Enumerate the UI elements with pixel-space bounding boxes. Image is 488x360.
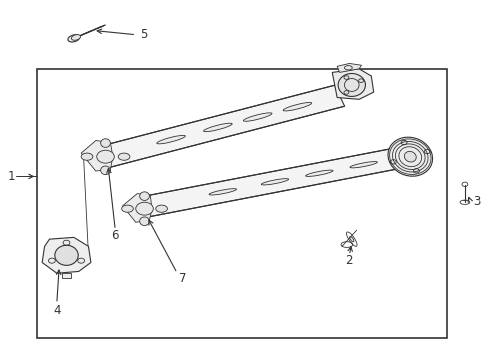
Ellipse shape (387, 137, 432, 176)
Ellipse shape (243, 113, 271, 121)
Polygon shape (122, 194, 152, 222)
Ellipse shape (101, 166, 110, 175)
Ellipse shape (122, 205, 133, 212)
Ellipse shape (261, 179, 288, 185)
Polygon shape (336, 63, 361, 72)
Polygon shape (100, 85, 344, 167)
Ellipse shape (71, 35, 81, 40)
Bar (37, 69, 446, 338)
Polygon shape (61, 273, 71, 278)
Ellipse shape (209, 189, 236, 195)
Ellipse shape (118, 153, 130, 160)
Ellipse shape (349, 162, 377, 168)
Text: 5: 5 (140, 28, 147, 41)
Polygon shape (331, 69, 373, 99)
Ellipse shape (156, 205, 167, 212)
Ellipse shape (55, 245, 78, 265)
Ellipse shape (140, 192, 149, 201)
Ellipse shape (283, 103, 311, 111)
Text: 2: 2 (345, 254, 352, 267)
Text: 4: 4 (53, 305, 61, 318)
Ellipse shape (157, 135, 185, 144)
Ellipse shape (140, 217, 149, 226)
Text: 3: 3 (472, 195, 479, 208)
Ellipse shape (203, 123, 232, 132)
Ellipse shape (404, 151, 415, 162)
Polygon shape (42, 237, 91, 273)
Ellipse shape (305, 170, 332, 176)
Ellipse shape (68, 35, 80, 42)
Text: 6: 6 (111, 229, 119, 242)
Ellipse shape (101, 139, 110, 147)
Text: 7: 7 (178, 272, 186, 285)
Polygon shape (141, 147, 408, 217)
Ellipse shape (136, 202, 153, 215)
Ellipse shape (337, 73, 365, 96)
Ellipse shape (81, 153, 93, 160)
Polygon shape (81, 140, 113, 171)
Text: 1: 1 (8, 170, 15, 183)
Ellipse shape (97, 150, 114, 163)
Ellipse shape (349, 237, 353, 242)
